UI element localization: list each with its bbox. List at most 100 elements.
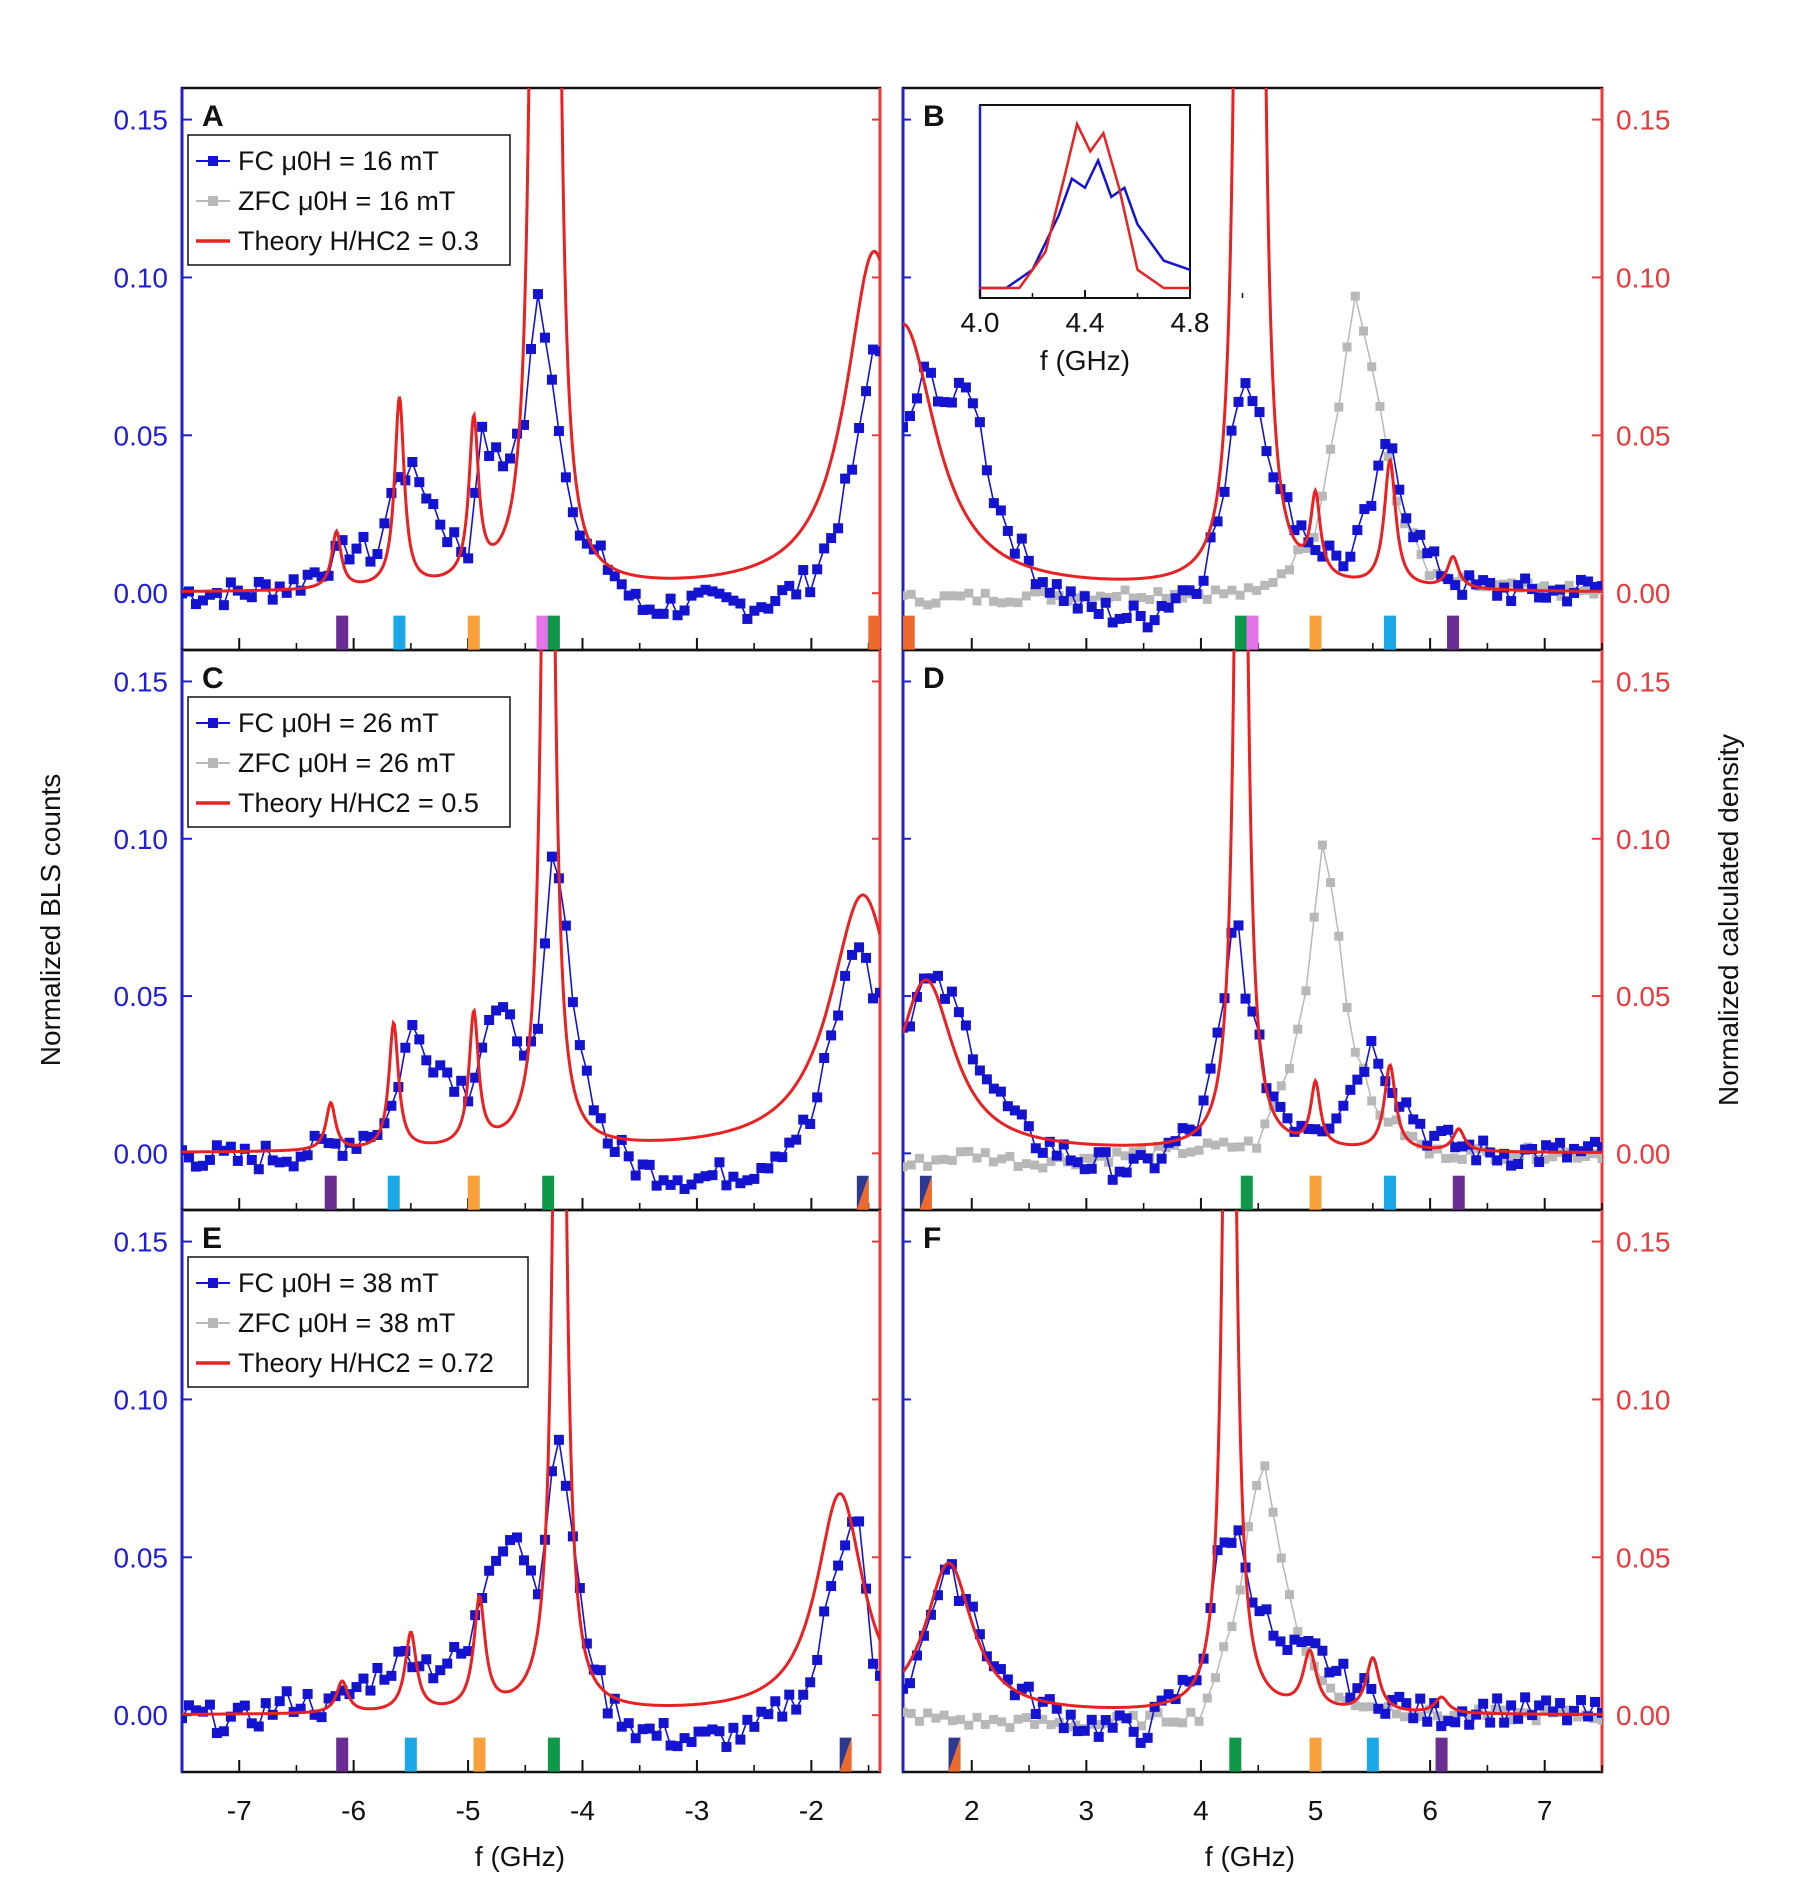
mode-marker <box>1309 615 1322 650</box>
fc-point <box>875 987 880 998</box>
x-axis-title-left: f (GHz) <box>475 1841 565 1872</box>
mode-marker <box>1246 615 1259 650</box>
mode-marker <box>473 1737 486 1772</box>
panel-label: C <box>202 662 224 695</box>
panel-series <box>903 1210 1602 1772</box>
panel-c <box>182 650 880 1210</box>
y-tick-label: 0.05 <box>1616 1542 1671 1573</box>
mode-marker <box>547 1737 560 1772</box>
legend-box <box>187 1256 529 1388</box>
legend-fc-label: FC μ0H = 16 mT <box>238 146 439 176</box>
x-tick-label: 2 <box>964 1795 980 1826</box>
inset-x-title: f (GHz) <box>1040 345 1130 376</box>
panel-e <box>182 1210 880 1772</box>
y-tick-label: 0.00 <box>114 1700 169 1731</box>
y-tick-label: 0.05 <box>1616 981 1671 1012</box>
y-tick-label: 0.15 <box>1616 666 1671 697</box>
x-tick-label: -3 <box>684 1795 709 1826</box>
fc-point <box>1597 1142 1602 1153</box>
mode-marker <box>1435 1737 1448 1772</box>
y-tick-label: 0.00 <box>114 578 169 609</box>
y-tick-label: 0.15 <box>114 666 169 697</box>
x-tick-label: -7 <box>227 1795 252 1826</box>
legend-fc-symbol <box>208 156 218 166</box>
x-tick-label: 4 <box>1193 1795 1209 1826</box>
theory-curve <box>182 1210 880 1716</box>
panel-series <box>182 650 880 1210</box>
y-tick-label: 0.00 <box>1616 1138 1671 1169</box>
x-tick-label: -4 <box>570 1795 595 1826</box>
legend-zfc-label: ZFC μ0H = 38 mT <box>238 1308 455 1338</box>
fc-line <box>182 1439 880 1750</box>
mode-marker <box>1452 1175 1465 1210</box>
y-tick-label: 0.05 <box>114 420 169 451</box>
legend-zfc-label: ZFC μ0H = 26 mT <box>238 748 455 778</box>
mode-marker <box>948 1737 961 1772</box>
inset-x-tick-label: 4.4 <box>1066 307 1105 338</box>
panel-series <box>182 88 880 650</box>
fc-line <box>182 856 880 1191</box>
fc-point <box>903 1683 908 1694</box>
mode-marker <box>542 1175 555 1210</box>
inset-theory-curve <box>980 120 1190 290</box>
y-tick-label: 0.15 <box>1616 1227 1671 1258</box>
panel-series <box>903 650 1602 1210</box>
mode-marker <box>336 1737 349 1772</box>
panel-label: B <box>923 100 945 133</box>
mode-marker <box>387 1175 400 1210</box>
theory-curve <box>182 650 880 1154</box>
y-tick-label: 0.10 <box>114 824 169 855</box>
panel-series <box>903 88 1602 650</box>
fc-point <box>875 1670 880 1681</box>
mode-marker <box>1229 1737 1242 1772</box>
y-tick-label: 0.15 <box>1616 105 1671 136</box>
y-left-axis-title: Normalized BLS counts <box>35 774 66 1067</box>
theory-curve <box>903 88 1602 593</box>
legend-theory-label: Theory H/HC2 = 0.5 <box>238 788 479 818</box>
panel-series <box>182 1210 880 1772</box>
fc-point <box>1597 1707 1602 1718</box>
fc-line <box>182 293 880 621</box>
y-tick-label: 0.10 <box>114 262 169 293</box>
mode-marker <box>1309 1737 1322 1772</box>
mode-marker <box>467 1175 480 1210</box>
mode-marker <box>1366 1737 1379 1772</box>
legend-fc-label: FC μ0H = 26 mT <box>238 708 439 738</box>
mode-marker <box>536 615 549 650</box>
theory-curve <box>903 1210 1602 1716</box>
zfc-point <box>1597 1153 1602 1163</box>
mode-marker <box>1309 1175 1322 1210</box>
mode-marker <box>1447 615 1460 650</box>
mode-marker <box>393 615 406 650</box>
theory-curve <box>182 88 880 593</box>
y-right-axis-title: Normalized calculated density <box>1713 734 1744 1106</box>
fc-line <box>903 365 1602 629</box>
mode-marker <box>903 615 915 650</box>
legend-box <box>187 696 511 828</box>
inset-x-tick-label: 4.0 <box>961 307 1000 338</box>
panel-b <box>903 88 1602 650</box>
panel-label: A <box>202 100 224 133</box>
theory-curve <box>903 650 1602 1154</box>
mode-marker <box>1384 615 1397 650</box>
legend-theory-label: Theory H/HC2 = 0.3 <box>238 226 479 256</box>
legend-fc-symbol <box>208 718 218 728</box>
fc-point <box>875 346 880 357</box>
y-tick-label: 0.15 <box>114 1227 169 1258</box>
fc-point <box>182 1713 187 1724</box>
y-tick-label: 0.05 <box>114 1542 169 1573</box>
mode-marker <box>547 615 560 650</box>
mode-marker <box>1240 1175 1253 1210</box>
y-tick-label: 0.00 <box>1616 578 1671 609</box>
legend-zfc-symbol <box>208 758 218 768</box>
legend-fc-symbol <box>208 1278 218 1288</box>
y-tick-label: 0.10 <box>1616 824 1671 855</box>
x-tick-label: 3 <box>1079 1795 1095 1826</box>
fc-line <box>903 923 1602 1182</box>
x-tick-label: -2 <box>799 1795 824 1826</box>
mode-marker <box>919 1175 932 1210</box>
legend-fc-label: FC μ0H = 38 mT <box>238 1268 439 1298</box>
panel-label: D <box>923 662 945 695</box>
x-tick-label: -6 <box>341 1795 366 1826</box>
